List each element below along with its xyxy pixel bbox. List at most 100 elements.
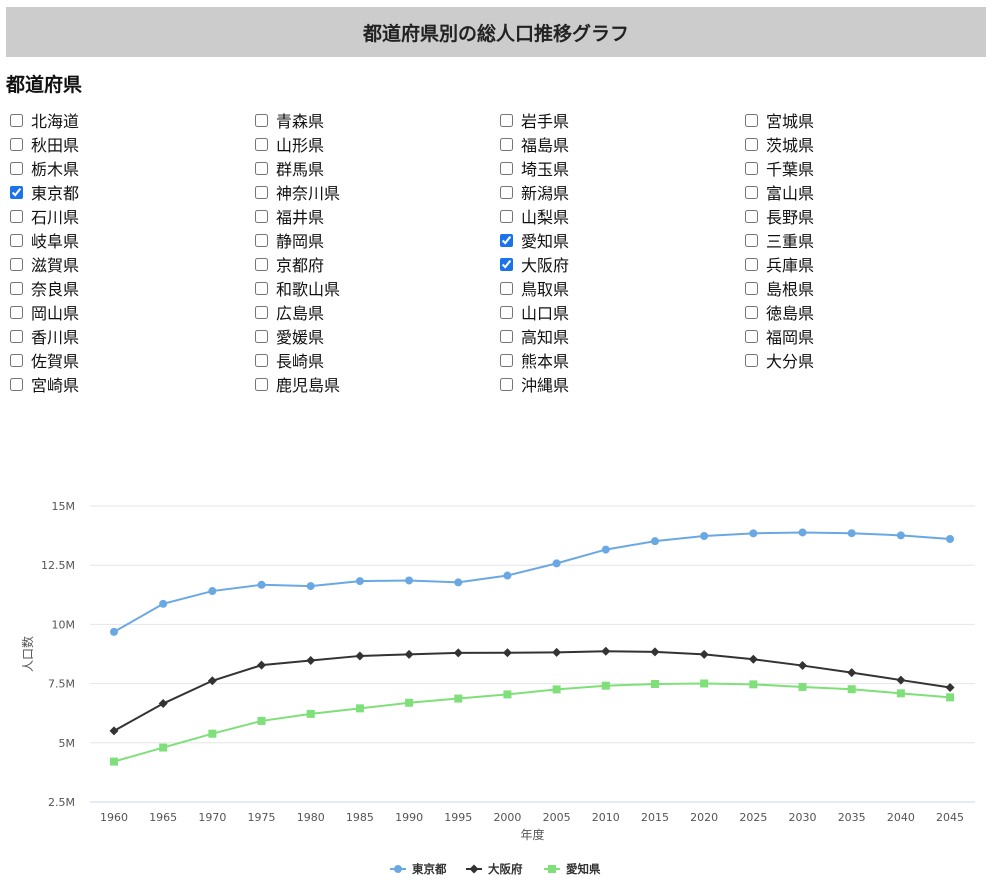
data-point	[601, 646, 611, 656]
prefecture-item[interactable]: 兵庫県	[745, 252, 990, 276]
prefecture-item[interactable]: 福岡県	[745, 324, 990, 348]
prefecture-item[interactable]: 奈良県	[10, 276, 255, 300]
prefecture-checkbox[interactable]	[255, 329, 268, 343]
prefecture-item[interactable]: 愛媛県	[255, 324, 500, 348]
prefecture-checkbox[interactable]	[745, 305, 758, 319]
prefecture-checkbox[interactable]	[500, 185, 513, 199]
prefecture-checkbox[interactable]	[10, 353, 23, 367]
legend-label[interactable]: 大阪府	[488, 862, 523, 876]
prefecture-item[interactable]: 高知県	[500, 324, 745, 348]
prefecture-checkbox[interactable]	[10, 185, 23, 199]
prefecture-checkbox[interactable]	[500, 305, 513, 319]
prefecture-checkbox[interactable]	[255, 161, 268, 175]
prefecture-checkbox[interactable]	[255, 209, 268, 223]
prefecture-item[interactable]: 群馬県	[255, 156, 500, 180]
prefecture-checkbox[interactable]	[500, 257, 513, 271]
legend-label[interactable]: 愛知県	[566, 862, 601, 876]
prefecture-item[interactable]: 栃木県	[10, 156, 255, 180]
prefecture-item[interactable]: 宮城県	[745, 108, 990, 132]
prefecture-checkbox[interactable]	[10, 161, 23, 175]
prefecture-item[interactable]: 岩手県	[500, 108, 745, 132]
prefecture-checkbox[interactable]	[745, 353, 758, 367]
prefecture-item[interactable]: 新潟県	[500, 180, 745, 204]
prefecture-item[interactable]: 石川県	[10, 204, 255, 228]
prefecture-checkbox[interactable]	[745, 233, 758, 247]
prefecture-item[interactable]: 埼玉県	[500, 156, 745, 180]
prefecture-item[interactable]: 広島県	[255, 300, 500, 324]
prefecture-item[interactable]: 鹿児島県	[255, 372, 500, 396]
data-point	[946, 693, 955, 702]
prefecture-label: 山梨県	[521, 208, 570, 227]
prefecture-item[interactable]: 北海道	[10, 108, 255, 132]
prefecture-checkbox[interactable]	[500, 209, 513, 223]
prefecture-item[interactable]: 岡山県	[10, 300, 255, 324]
prefecture-checkbox[interactable]	[500, 353, 513, 367]
prefecture-checkbox[interactable]	[255, 353, 268, 367]
prefecture-item[interactable]: 山梨県	[500, 204, 745, 228]
prefecture-checkbox[interactable]	[255, 305, 268, 319]
prefecture-item[interactable]: 大阪府	[500, 252, 745, 276]
prefecture-item[interactable]: 神奈川県	[255, 180, 500, 204]
prefecture-checkbox[interactable]	[10, 377, 23, 391]
prefecture-item[interactable]: 三重県	[745, 228, 990, 252]
prefecture-checkbox[interactable]	[10, 137, 23, 151]
prefecture-item[interactable]: 福島県	[500, 132, 745, 156]
prefecture-checkbox[interactable]	[10, 233, 23, 247]
prefecture-item[interactable]: 岐阜県	[10, 228, 255, 252]
prefecture-checkbox[interactable]	[10, 329, 23, 343]
prefecture-checkbox[interactable]	[500, 377, 513, 391]
prefecture-item[interactable]: 長崎県	[255, 348, 500, 372]
prefecture-item[interactable]: 秋田県	[10, 132, 255, 156]
prefecture-checkbox[interactable]	[500, 161, 513, 175]
prefecture-checkbox[interactable]	[500, 281, 513, 295]
prefecture-checkbox[interactable]	[255, 281, 268, 295]
prefecture-checkbox[interactable]	[745, 209, 758, 223]
prefecture-item[interactable]: 青森県	[255, 108, 500, 132]
prefecture-item[interactable]: 滋賀県	[10, 252, 255, 276]
prefecture-item[interactable]: 香川県	[10, 324, 255, 348]
prefecture-checkbox[interactable]	[10, 113, 23, 127]
prefecture-checkbox[interactable]	[500, 137, 513, 151]
prefecture-checkbox[interactable]	[255, 113, 268, 127]
prefecture-item[interactable]: 茨城県	[745, 132, 990, 156]
prefecture-checkbox[interactable]	[255, 377, 268, 391]
prefecture-item[interactable]: 長野県	[745, 204, 990, 228]
prefecture-checkbox[interactable]	[745, 281, 758, 295]
prefecture-checkbox[interactable]	[255, 137, 268, 151]
legend-label[interactable]: 東京都	[412, 862, 447, 876]
prefecture-checkbox[interactable]	[745, 137, 758, 151]
prefecture-item[interactable]: 宮崎県	[10, 372, 255, 396]
prefecture-item[interactable]: 佐賀県	[10, 348, 255, 372]
prefecture-checkbox[interactable]	[745, 113, 758, 127]
prefecture-checkbox[interactable]	[255, 185, 268, 199]
prefecture-item[interactable]: 富山県	[745, 180, 990, 204]
prefecture-item[interactable]: 京都府	[255, 252, 500, 276]
prefecture-checkbox[interactable]	[255, 257, 268, 271]
prefecture-item[interactable]: 山口県	[500, 300, 745, 324]
prefecture-checkbox[interactable]	[10, 281, 23, 295]
prefecture-item[interactable]: 山形県	[255, 132, 500, 156]
prefecture-checkbox[interactable]	[500, 233, 513, 247]
prefecture-item[interactable]: 鳥取県	[500, 276, 745, 300]
prefecture-item[interactable]: 静岡県	[255, 228, 500, 252]
prefecture-checkbox[interactable]	[745, 257, 758, 271]
prefecture-item[interactable]: 千葉県	[745, 156, 990, 180]
prefecture-checkbox[interactable]	[10, 305, 23, 319]
prefecture-checkbox[interactable]	[10, 209, 23, 223]
prefecture-item[interactable]: 福井県	[255, 204, 500, 228]
prefecture-item[interactable]: 和歌山県	[255, 276, 500, 300]
prefecture-item[interactable]: 徳島県	[745, 300, 990, 324]
prefecture-checkbox[interactable]	[745, 185, 758, 199]
prefecture-checkbox[interactable]	[10, 257, 23, 271]
prefecture-item[interactable]: 大分県	[745, 348, 990, 372]
prefecture-item[interactable]: 熊本県	[500, 348, 745, 372]
prefecture-item[interactable]: 沖縄県	[500, 372, 745, 396]
prefecture-checkbox[interactable]	[255, 233, 268, 247]
prefecture-item[interactable]: 愛知県	[500, 228, 745, 252]
prefecture-checkbox[interactable]	[500, 113, 513, 127]
prefecture-item[interactable]: 島根県	[745, 276, 990, 300]
prefecture-checkbox[interactable]	[745, 329, 758, 343]
prefecture-checkbox[interactable]	[745, 161, 758, 175]
prefecture-item[interactable]: 東京都	[10, 180, 255, 204]
prefecture-checkbox[interactable]	[500, 329, 513, 343]
